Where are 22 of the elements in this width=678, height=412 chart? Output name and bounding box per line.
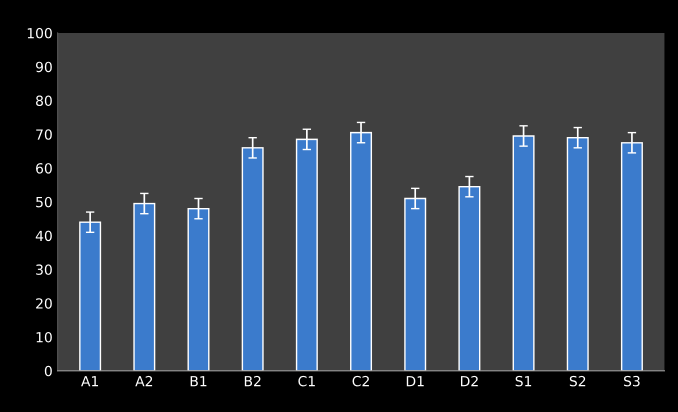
x-tick-label: D1 [406, 376, 424, 386]
y-tick-label: 0 [44, 366, 52, 376]
y-tick-label: 80 [36, 95, 52, 106]
y-tick-label: 30 [36, 264, 52, 275]
y-tick-label: 20 [36, 298, 52, 309]
x-tick-label: D2 [460, 376, 478, 386]
y-tick-label: 90 [36, 62, 52, 72]
x-tick-label: B1 [190, 376, 206, 386]
x-tick-label: C1 [298, 376, 315, 386]
x-tick-label: A1 [81, 376, 98, 386]
y-tick-label: 50 [36, 196, 52, 208]
x-tick-label: B2 [244, 376, 260, 386]
y-tick-label: 60 [36, 163, 52, 174]
y-tick-label: 10 [36, 332, 52, 342]
x-tick-label: S1 [516, 376, 532, 386]
x-tick-label: S2 [570, 376, 586, 386]
y-tick-label: 100 [28, 28, 52, 38]
x-tick-label: A2 [135, 376, 152, 386]
y-tick-label: 40 [36, 230, 52, 242]
x-tick-label: S3 [624, 376, 640, 386]
x-tick-label: C2 [352, 376, 369, 386]
y-tick-label: 70 [36, 129, 52, 140]
